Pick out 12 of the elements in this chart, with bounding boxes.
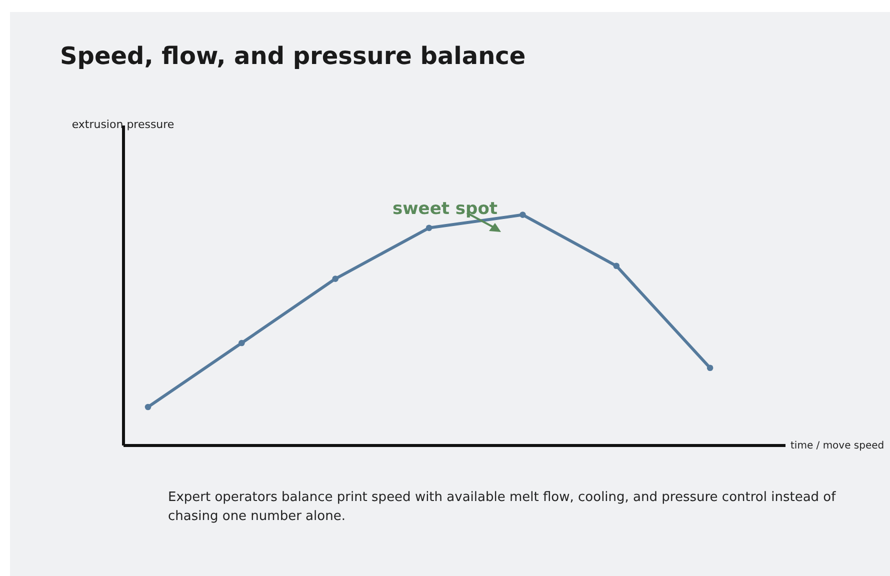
point (613, 262, 620, 270)
point (706, 364, 714, 372)
point (238, 340, 245, 346)
chart-title: Speed, flow, and pressure balance (60, 42, 526, 70)
point (144, 404, 152, 410)
annotation: sweet spot (392, 199, 498, 219)
point (426, 224, 432, 232)
point (520, 212, 526, 218)
x-axis-title: time / move speed (790, 440, 884, 452)
text: Expert operators balance print speed with available melt flow, cooling, and pressure control instead of chasing one number alone. (168, 489, 837, 526)
point (332, 276, 339, 282)
text: extrusion pressure (72, 118, 174, 131)
